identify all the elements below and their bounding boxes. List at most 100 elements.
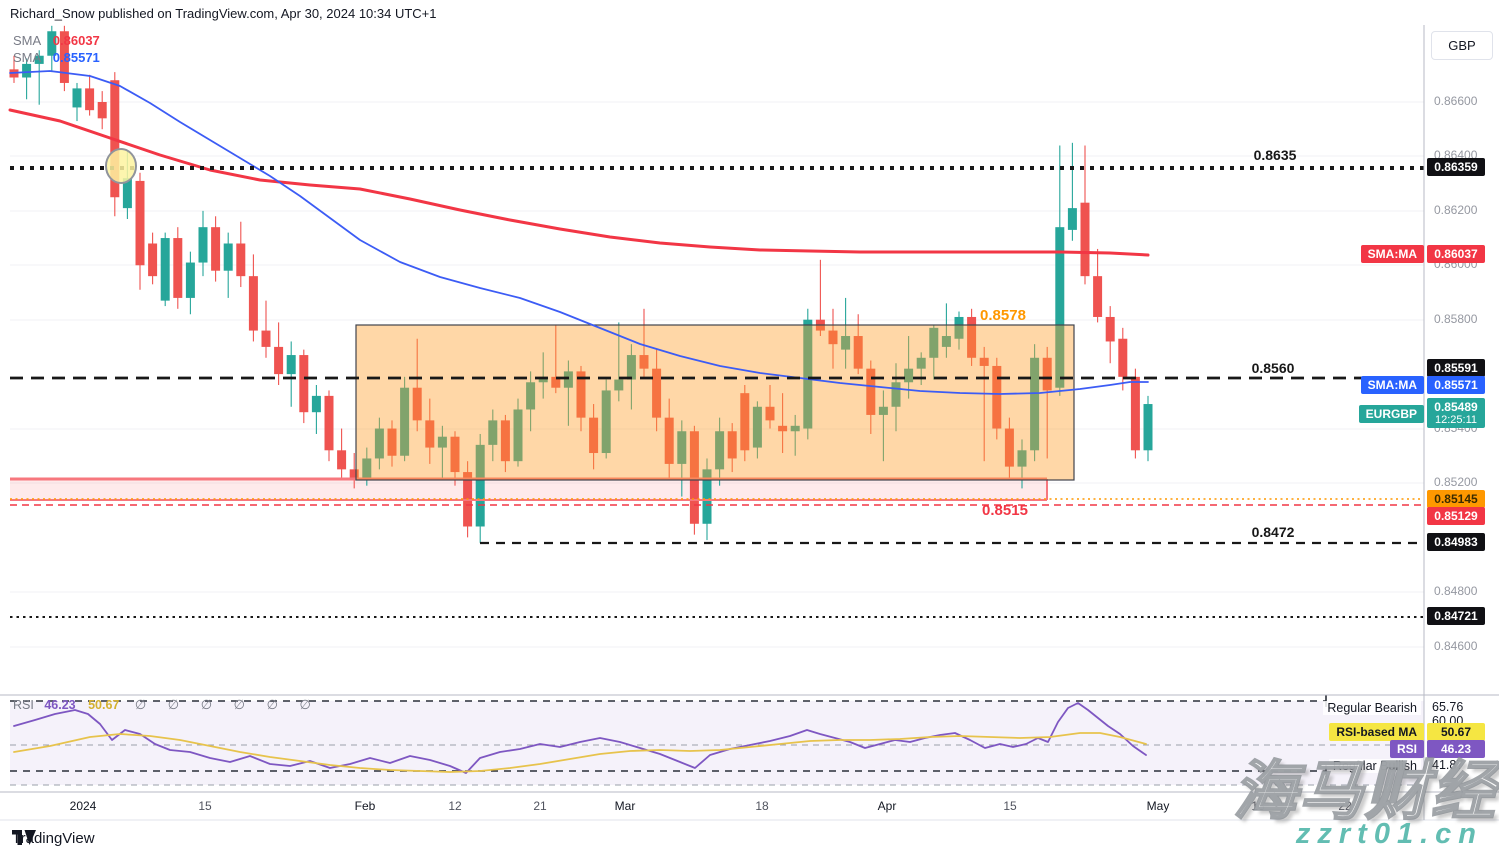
candle-body [1118,338,1128,377]
sma-blue-label: SMA [13,50,42,65]
candle-body [677,431,687,464]
sma-blue-value: 0.85571 [52,50,100,65]
sma-blue-line [9,70,1149,395]
candle-body [916,357,926,369]
candle-body [828,330,838,345]
candle-body [122,178,132,209]
candle-body [274,346,284,375]
candle-body [59,31,69,83]
candle-body [601,390,611,454]
price-badge: 0.85489 12:25:11 [1427,398,1485,428]
highlight-circle[interactable] [105,148,137,184]
candle-body [1030,357,1040,451]
publish-title: Richard_Snow published on TradingView.co… [10,6,437,21]
sma-red-row[interactable]: SMA 0.86037 [13,32,100,49]
candle-body [22,63,32,78]
series-tag-smama: SMA:MA [1360,245,1424,263]
level-label: 0.8472 [1251,524,1295,540]
candle-body [185,262,195,298]
time-label: 12 [448,799,462,813]
candle-body [967,316,977,358]
candle-body [1105,316,1115,342]
candle-body [576,371,586,418]
candle-body [904,368,914,383]
candle-body [803,319,813,429]
candle-body [488,420,498,445]
rsi-title: RSI [13,698,34,712]
sma-red-value: 0.86037 [52,33,100,48]
candle-body [400,387,410,456]
candle-body [261,330,271,347]
candle-body [727,431,737,459]
price-tick: 0.84600 [1434,639,1478,653]
countdown-timer: 12:25:11 [1434,414,1477,426]
candle-body [639,355,649,369]
currency-unit-button[interactable]: GBP [1431,31,1493,60]
price-badge: 0.84721 [1427,607,1485,625]
rsi-trend-label: Regular Bearish [1323,701,1421,715]
candle-body [941,336,951,347]
candle-body [1004,428,1014,467]
sma-legend: SMA 0.86037 SMA 0.85571 [13,32,100,66]
candle-body [752,406,762,448]
candle-body [778,425,788,432]
tradingview-logo[interactable]: TradingView [12,830,95,847]
candle-body [337,450,347,470]
support-zone[interactable] [10,479,1047,500]
sma-red-label: SMA [13,33,42,48]
sma-blue-row[interactable]: SMA 0.85571 [13,49,100,66]
rsi-ma-value: 50.67 [88,698,120,712]
candle-body [866,368,876,415]
candle-body [425,420,435,448]
time-label: 15 [1003,799,1017,813]
candle-body [626,355,636,380]
tradingview-logo-icon [12,830,36,845]
candle-body [72,88,82,108]
candle-body [614,379,624,391]
candle-body [702,469,712,524]
candle-body [475,444,485,527]
level-label: 0.8635 [1253,147,1297,163]
price-tick: 0.86200 [1434,203,1478,217]
rsi-legend[interactable]: RSI 46.23 50.67 ∅ ∅ ∅ ∅ ∅ ∅ [13,697,320,713]
candle-body [992,365,1002,429]
rsi-band [10,701,1424,785]
rsi-empty-placeholders: ∅ ∅ ∅ ∅ ∅ ∅ [134,697,320,712]
price-badge: 0.85145 [1427,490,1485,508]
price-tick: 0.85200 [1434,475,1478,489]
price-badge: 0.85129 [1427,507,1485,525]
candle-body [538,376,548,383]
candle-body [878,406,888,415]
candle-body [97,102,107,119]
rsi-axis-value: 41.87 [1432,758,1464,772]
range-box[interactable] [355,324,1075,481]
time-label: Apr [877,799,897,813]
candle-body [500,420,510,462]
candle-body [563,371,573,388]
candle-body [173,238,183,298]
rsi-trend-label: Regular Bullish [1328,759,1421,773]
candle-body [1130,376,1140,451]
candle-body [135,180,145,266]
time-label: Feb [354,799,376,813]
candle-body [513,409,523,462]
candle-body [551,376,561,388]
watermark-cn-text: 海马财经 [1232,754,1497,828]
price-tick: 0.85800 [1434,312,1478,326]
candle-body [362,458,372,478]
candle-body [740,393,750,451]
candle-body [223,243,233,271]
rsi-tag: RSI [1389,740,1424,758]
rsi-axis-badge: 46.23 [1427,740,1485,758]
candle-body [349,469,359,478]
level-label: 0.8515 [982,502,1028,519]
price-badge: 0.85571 [1427,376,1485,394]
candle-body [526,382,536,410]
candle-body [1080,202,1090,277]
candle-body [47,31,57,56]
sma-red-line [8,108,1150,257]
candle-body [979,357,989,366]
candle-body [1143,404,1153,451]
rsi-tag: RSI-based MA [1329,723,1424,741]
